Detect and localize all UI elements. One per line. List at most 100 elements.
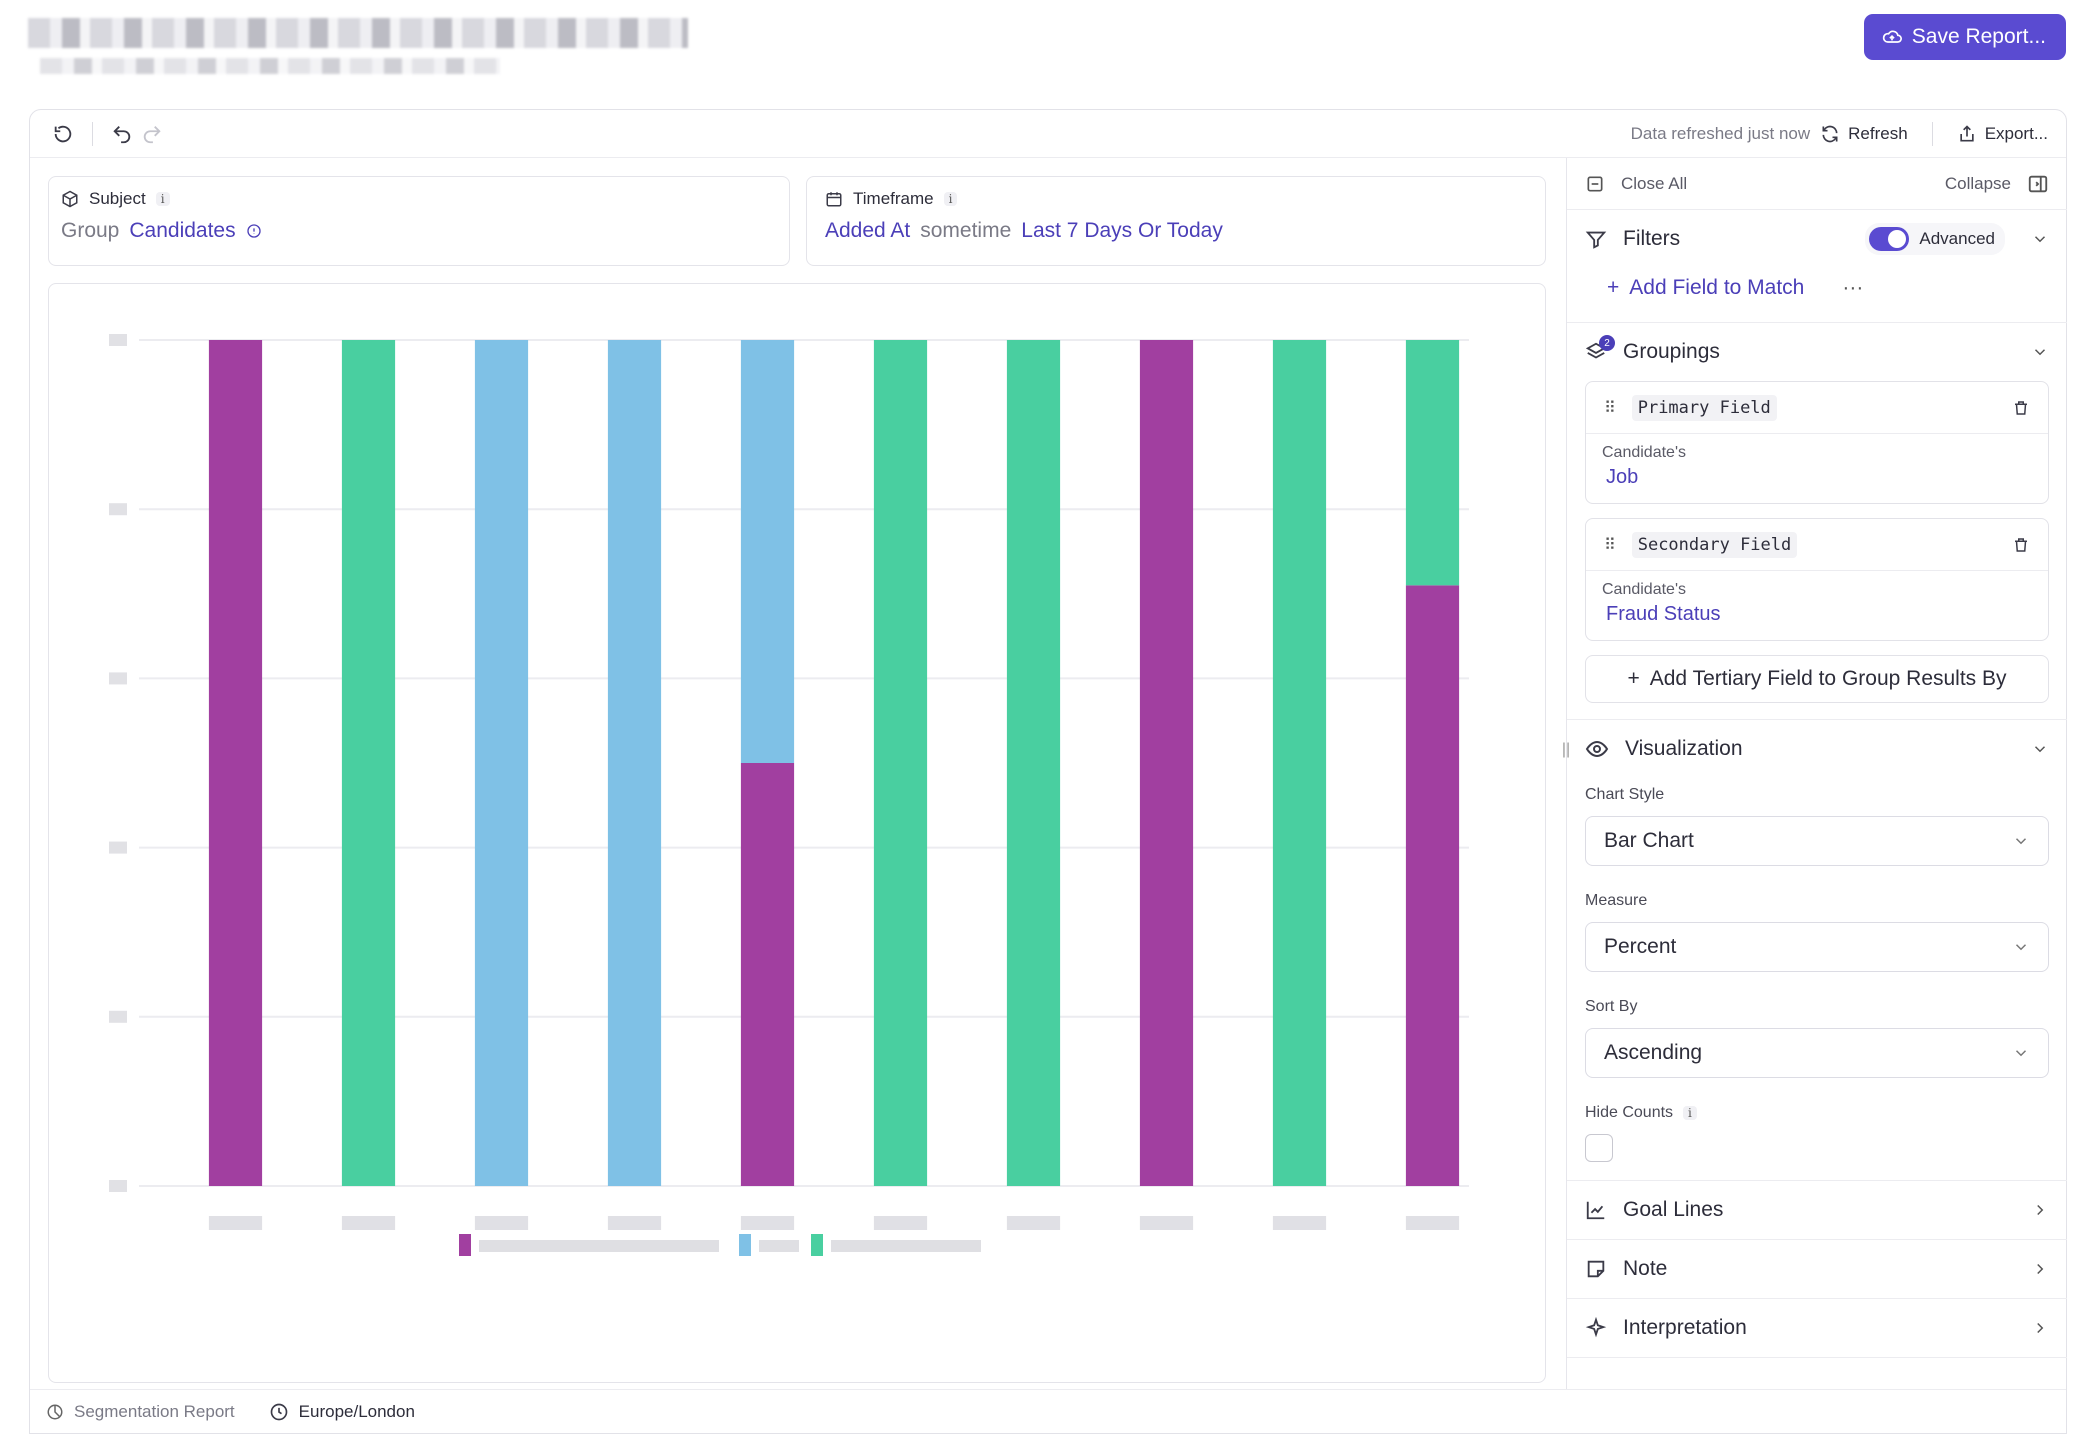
advanced-switch[interactable] [1869, 227, 1910, 251]
bar-segment [607, 340, 662, 1186]
bar-segment [1405, 585, 1460, 1186]
drag-handle-icon[interactable]: ⠿ [1604, 536, 1616, 554]
clock-icon [270, 1403, 287, 1420]
save-report-button[interactable]: Save Report... [1863, 14, 2066, 60]
chevron-down-icon[interactable] [2031, 343, 2049, 361]
report-type-label: Segmentation Report [74, 1401, 235, 1421]
panel-right-icon[interactable] [2027, 173, 2049, 195]
add-tertiary-label: Add Tertiary Field to Group Results By [1649, 667, 2007, 690]
collapse-button[interactable]: Collapse [1944, 173, 2011, 193]
y-tick-redacted [109, 672, 127, 685]
drag-handle-icon[interactable]: ⠿ [1604, 399, 1616, 417]
secondary-field-value[interactable]: Fraud Status [1606, 603, 1721, 625]
x-tick-label-redacted [1139, 1216, 1194, 1230]
chevron-down-icon [2015, 1050, 2027, 1057]
chevron-down-icon [2015, 944, 2027, 951]
legend-label-redacted [759, 1240, 799, 1252]
x-tick-label-redacted [1272, 1216, 1327, 1230]
filters-section: Filters Advanced + Add Field to Match ··… [1567, 210, 2067, 323]
chevron-right-icon [2037, 1204, 2044, 1216]
y-tick-redacted [109, 841, 127, 854]
visualization-section: Visualization Chart Style Bar Chart Meas… [1567, 720, 2067, 1181]
sticky-note-icon [1587, 1260, 1605, 1278]
timeframe-card[interactable]: Timeframe i Added At sometime Last 7 Day… [806, 176, 1546, 266]
chevron-down-icon[interactable] [2031, 230, 2049, 248]
more-options-icon[interactable]: ··· [1842, 276, 1864, 299]
secondary-field-box[interactable]: ⠿ Secondary Field Candidate's Fraud Stat… [1585, 518, 2049, 641]
export-button[interactable]: Export... [1957, 124, 2048, 144]
trash-icon[interactable] [2012, 536, 2030, 554]
visualization-title[interactable]: Visualization [1625, 737, 1743, 760]
x-tick-label-redacted [1006, 1216, 1061, 1230]
subject-group-word: Group [61, 219, 120, 242]
interpretation-section[interactable]: Interpretation [1567, 1299, 2067, 1358]
timeframe-connector[interactable]: sometime [920, 219, 1012, 242]
primary-field-box[interactable]: ⠿ Primary Field Candidate's Job [1585, 381, 2049, 504]
bar-segment [1272, 340, 1327, 1186]
measure-select[interactable]: Percent [1585, 922, 2049, 972]
share-export-icon [1960, 124, 1974, 141]
timeframe-label: Timeframe [853, 189, 934, 208]
advanced-toggle[interactable]: Advanced [1865, 223, 2005, 255]
reset-icon[interactable] [48, 119, 78, 149]
chevron-right-icon [2037, 1322, 2044, 1334]
bar-segment [740, 763, 795, 1186]
undo-icon[interactable] [107, 119, 137, 149]
y-tick-redacted [109, 503, 127, 516]
legend-swatch [811, 1234, 823, 1256]
hide-counts-checkbox[interactable] [1585, 1134, 1613, 1162]
sort-by-label: Sort By [1585, 998, 1638, 1015]
timeframe-info-icon[interactable]: i [943, 192, 958, 206]
timeframe-range[interactable]: Last 7 Days Or Today [1021, 219, 1223, 242]
sort-by-select[interactable]: Ascending [1585, 1028, 2049, 1078]
bar-segment [1139, 340, 1194, 1186]
chart-card [48, 283, 1546, 1383]
bar-segment [208, 340, 263, 1186]
chart-style-label: Chart Style [1585, 786, 1665, 803]
add-tertiary-field-button[interactable]: + Add Tertiary Field to Group Results By [1585, 655, 2049, 703]
bar-segment [1405, 340, 1460, 586]
primary-field-value[interactable]: Job [1606, 466, 1639, 488]
collapse-all-icon[interactable] [1585, 174, 1605, 194]
timeframe-field[interactable]: Added At [825, 219, 911, 242]
legend-label-redacted [831, 1240, 981, 1252]
subject-group-value[interactable]: Candidates [129, 219, 236, 242]
redo-icon[interactable] [137, 119, 167, 149]
subject-card[interactable]: Subject i Group Candidates [48, 176, 790, 266]
advanced-label: Advanced [1919, 229, 1995, 248]
subject-info-icon[interactable]: i [155, 192, 170, 206]
goal-lines-section[interactable]: Goal Lines [1567, 1181, 2067, 1240]
x-tick-label-redacted [341, 1216, 396, 1230]
chart-style-select[interactable]: Bar Chart [1585, 816, 2049, 866]
plus-icon: + [1607, 276, 1620, 299]
close-all-button[interactable]: Close All [1621, 173, 1688, 193]
trash-icon[interactable] [2012, 399, 2030, 417]
y-tick-redacted [109, 1010, 127, 1023]
toolbar-divider-right [1931, 121, 1933, 146]
groupings-title[interactable]: Groupings [1623, 340, 1720, 363]
x-tick-label-redacted [740, 1216, 795, 1230]
chevron-down-icon[interactable] [2031, 740, 2049, 758]
y-tick-redacted [109, 334, 127, 346]
primary-field-label: Primary Field [1631, 394, 1777, 421]
toolbar: Data refreshed just now Refresh Export..… [30, 110, 2066, 158]
primary-field-owner: Candidate's [1602, 444, 1686, 461]
timezone[interactable]: Europe/London [269, 1402, 415, 1422]
note-section[interactable]: Note [1567, 1240, 2067, 1299]
filters-title[interactable]: Filters [1623, 227, 1681, 250]
cloud-save-icon [1882, 30, 1902, 43]
bar-segment [873, 340, 928, 1186]
refresh-button[interactable]: Refresh [1820, 124, 1908, 144]
measure-label: Measure [1585, 892, 1648, 909]
add-field-to-match-button[interactable]: Add Field to Match [1629, 276, 1805, 299]
report-title-redacted [28, 18, 688, 48]
plus-icon: + [1627, 667, 1640, 690]
refresh-label: Refresh [1848, 123, 1908, 143]
refresh-status: Data refreshed just now [1630, 123, 1811, 143]
subject-label: Subject [89, 189, 146, 208]
info-circle-icon[interactable] [246, 223, 262, 239]
hide-counts-info-icon[interactable]: i [1683, 1106, 1697, 1120]
report-subtitle-redacted [40, 58, 500, 74]
groupings-count-badge: 2 [1599, 335, 1615, 351]
groupings-section: 2 Groupings ⠿ Primary Field Candidate's … [1567, 323, 2067, 720]
